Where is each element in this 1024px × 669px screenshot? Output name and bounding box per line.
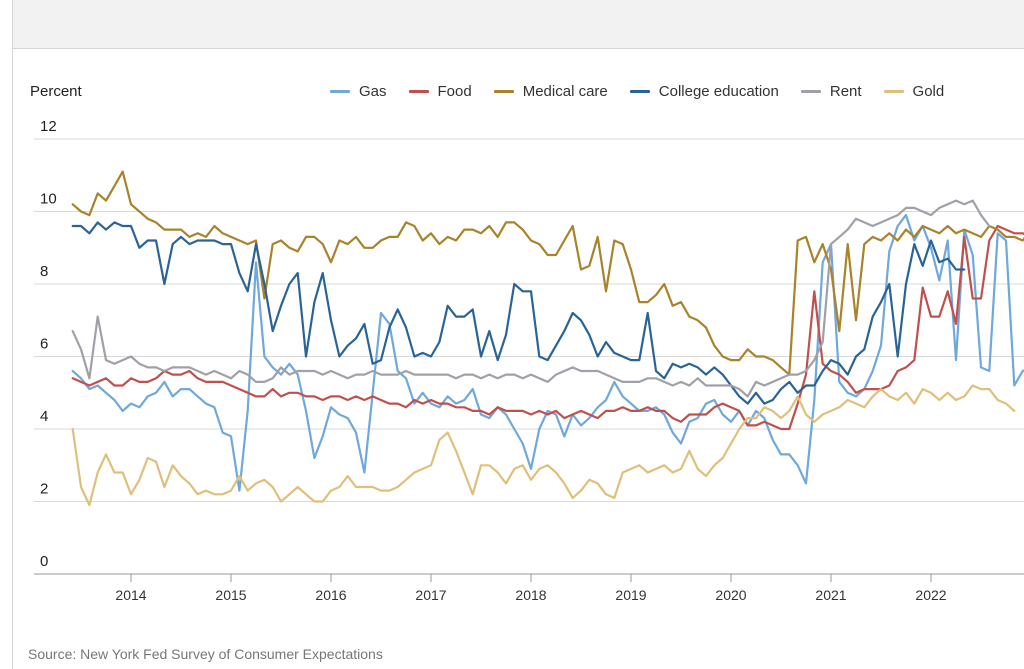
- legend-swatch: [330, 90, 350, 93]
- y-tick-label: 2: [40, 481, 48, 498]
- x-tick-label: 2015: [215, 587, 246, 603]
- legend-item[interactable]: Gas: [330, 83, 387, 100]
- legend-label: Gold: [912, 83, 945, 100]
- legend-swatch: [800, 90, 821, 93]
- legend-swatch: [629, 90, 650, 93]
- y-tick-label: 10: [40, 191, 57, 208]
- x-tick-label: 2019: [615, 587, 646, 603]
- page-header-bar: [12, 0, 1024, 49]
- legend-label: Food: [437, 83, 472, 100]
- x-tick-label: 2020: [715, 587, 746, 603]
- chart-legend: Gas Food Medical care College education Rent…: [330, 83, 966, 100]
- series-line-medical-care: [71, 170, 1024, 376]
- legend-swatch: [883, 90, 904, 93]
- legend-label: Rent: [829, 83, 862, 100]
- legend-item[interactable]: Rent: [800, 83, 862, 100]
- y-tick-label: 4: [40, 408, 48, 425]
- legend-swatch: [408, 90, 429, 93]
- y-tick-label: 8: [40, 263, 48, 280]
- x-tick-label: 2018: [515, 587, 546, 603]
- series-line-food: [71, 224, 1024, 431]
- series-line-gold: [71, 384, 1016, 507]
- y-tick-label: 0: [40, 553, 48, 570]
- x-tick-label: 2022: [915, 587, 946, 603]
- x-tick-label: 2016: [315, 587, 346, 603]
- frame-border: [12, 48, 13, 669]
- series-line-college-education: [71, 221, 966, 405]
- legend-swatch: [493, 90, 514, 93]
- legend-item[interactable]: Medical care: [493, 83, 608, 100]
- series-line-rent: [71, 199, 991, 398]
- legend-label: Gas: [359, 83, 387, 100]
- series-line-gas: [71, 214, 1024, 492]
- x-tick-label: 2021: [815, 587, 846, 603]
- legend-item[interactable]: Gold: [883, 83, 945, 100]
- legend-label: College education: [658, 83, 779, 100]
- x-tick-label: 2017: [415, 587, 446, 603]
- y-tick-label: 6: [40, 336, 48, 353]
- legend-label: Medical care: [522, 83, 608, 100]
- legend-item[interactable]: Food: [408, 83, 472, 100]
- x-tick-label: 2014: [115, 587, 146, 603]
- y-tick-label: 12: [40, 118, 57, 135]
- legend-item[interactable]: College education: [629, 83, 779, 100]
- source-note: Source: New York Fed Survey of Consumer …: [28, 646, 383, 662]
- y-axis-label: Percent: [30, 83, 82, 100]
